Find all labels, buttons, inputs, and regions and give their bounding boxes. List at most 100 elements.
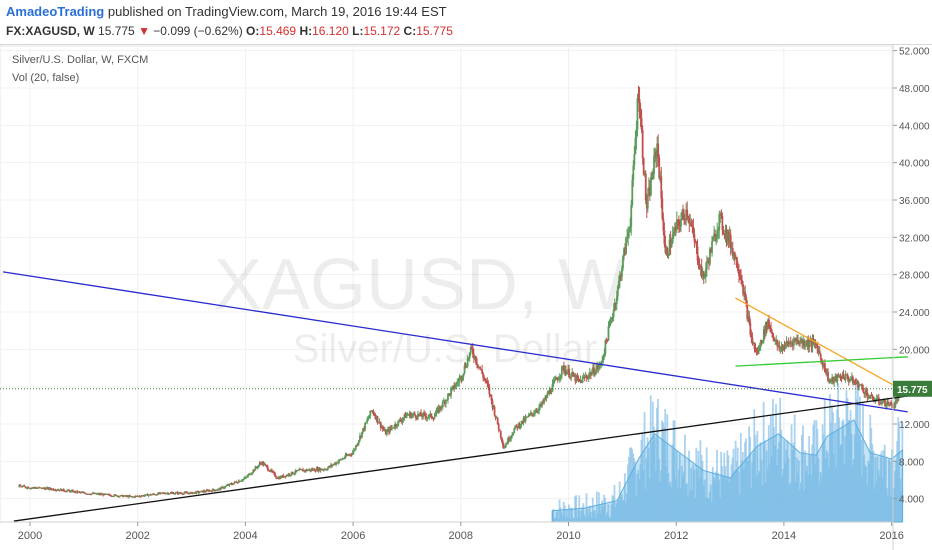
- candle-body: [848, 380, 851, 382]
- candle-body: [108, 494, 111, 496]
- candle-body: [292, 473, 295, 475]
- candle-body: [202, 490, 205, 493]
- volume-bar: [600, 512, 602, 522]
- candle-body: [546, 393, 549, 398]
- candle-body: [808, 341, 811, 348]
- volume-legend[interactable]: Vol (20, false): [12, 72, 80, 84]
- candle-body: [534, 412, 536, 414]
- candle-body: [820, 358, 823, 362]
- candle-body: [446, 399, 448, 401]
- author-link[interactable]: AmadeoTrading: [6, 4, 105, 19]
- volume-bar: [868, 463, 871, 522]
- candle-body: [268, 470, 271, 472]
- candle-body: [868, 396, 871, 399]
- volume-bar: [604, 498, 607, 522]
- candle-body: [21, 486, 24, 488]
- candle-body: [210, 490, 213, 492]
- volume-bar: [719, 497, 722, 522]
- candle-body: [772, 333, 775, 338]
- candle-body: [792, 339, 795, 346]
- volume-bar: [857, 434, 860, 522]
- candle-body: [506, 443, 508, 445]
- candle-body: [426, 417, 429, 419]
- volume-bar: [715, 471, 717, 522]
- candle-body: [188, 493, 190, 495]
- volume-bar: [628, 456, 630, 522]
- volume-bar: [768, 463, 771, 522]
- candle-body: [359, 435, 361, 441]
- candle-body: [153, 494, 156, 496]
- volume-bar: [611, 495, 614, 522]
- candle-body: [150, 494, 153, 496]
- candle-body: [331, 464, 333, 466]
- volume-bar: [559, 507, 562, 522]
- candle-body: [353, 449, 356, 451]
- volume-bar: [792, 442, 795, 522]
- candle-body: [407, 414, 410, 416]
- candle-body: [568, 368, 571, 378]
- candle-body: [844, 374, 847, 380]
- candle-body: [355, 445, 358, 447]
- candle-body: [84, 493, 87, 495]
- price-tick-label: 20.000: [899, 345, 930, 356]
- candle-body: [685, 209, 688, 220]
- candle-body: [80, 492, 83, 494]
- candle-body: [607, 326, 610, 341]
- candle-body: [758, 346, 761, 348]
- volume-bar: [687, 495, 689, 522]
- candle-body: [67, 489, 69, 491]
- candle-body: [275, 476, 277, 478]
- price-chart[interactable]: XAGUSD, W Silver/U.S. Dollar 4.000 8.000 1…: [0, 44, 932, 550]
- volume-bar: [616, 499, 619, 522]
- volume-bar: [609, 517, 612, 522]
- candle-body: [748, 315, 751, 323]
- price-axis[interactable]: 4.0008.00012.00016.00020.00024.00028.000…: [892, 44, 932, 550]
- candle-body: [515, 425, 518, 427]
- candle-body: [475, 356, 477, 363]
- candle-body: [296, 470, 299, 472]
- volume-bar: [789, 482, 792, 522]
- candle-body: [226, 484, 229, 486]
- candle-body: [530, 412, 533, 414]
- volume-bar: [784, 462, 787, 522]
- candle-body: [624, 248, 626, 254]
- volume-bar: [852, 459, 855, 522]
- candle-body: [119, 495, 122, 497]
- candle-body: [344, 454, 347, 458]
- volume-bar: [553, 518, 556, 522]
- candle-body: [541, 401, 544, 406]
- candle-body: [639, 111, 642, 119]
- volume-bar: [899, 478, 902, 522]
- candle-body: [410, 415, 413, 418]
- time-axis[interactable]: 2000 2002 2004 2006 2008 2010 2012 2014 2016: [0, 521, 904, 542]
- volume-bar: [716, 449, 718, 522]
- volume-bar: [636, 473, 639, 522]
- volume-bar: [750, 488, 753, 522]
- volume-bar: [568, 504, 570, 522]
- candle-body: [764, 322, 767, 335]
- series-legend[interactable]: Silver/U.S. Dollar, W, FXCM: [12, 54, 149, 66]
- candle-body: [523, 418, 526, 421]
- volume-bar: [869, 414, 872, 522]
- high-label: H:: [299, 24, 313, 38]
- volume-bar: [863, 454, 865, 522]
- symbol-label[interactable]: FX:XAGUSD, W: [6, 24, 95, 38]
- candle-body: [688, 219, 691, 224]
- candle-body: [254, 466, 257, 471]
- candle-body: [222, 486, 225, 489]
- candle-body: [492, 406, 495, 408]
- volume-bar: [563, 505, 566, 522]
- candle-body: [155, 494, 157, 496]
- candle-body: [181, 493, 184, 495]
- candle-body: [231, 484, 234, 486]
- candle-body: [493, 406, 496, 416]
- candle-body: [539, 404, 542, 408]
- candle-body: [657, 143, 660, 158]
- volume-bar: [748, 426, 751, 522]
- volume-bar: [622, 500, 625, 522]
- candle-body: [552, 381, 555, 384]
- candle-body: [634, 138, 637, 155]
- candle-body: [368, 416, 371, 419]
- candle-body: [714, 233, 717, 241]
- candle-body: [340, 459, 343, 461]
